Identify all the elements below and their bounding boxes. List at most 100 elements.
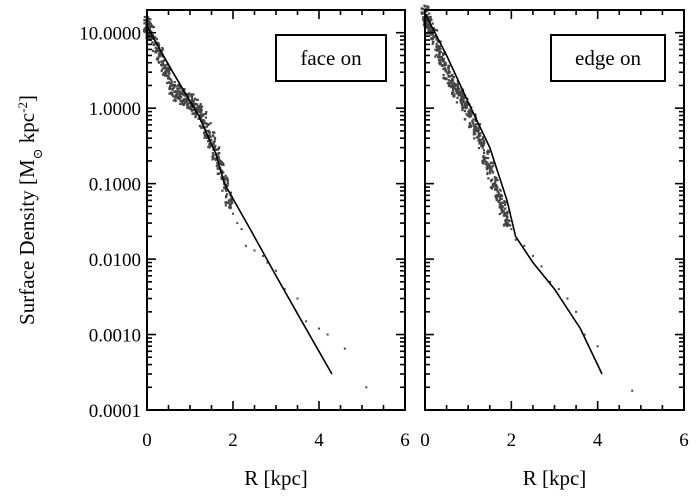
data-point xyxy=(483,141,486,145)
data-point xyxy=(193,104,196,107)
data-point xyxy=(490,169,494,172)
data-point xyxy=(426,19,429,22)
data-point xyxy=(160,60,163,63)
data-point xyxy=(147,24,150,28)
data-point xyxy=(468,113,471,116)
x-tick-label: 6 xyxy=(400,430,410,451)
data-point xyxy=(497,199,500,202)
data-point xyxy=(467,110,470,113)
data-point xyxy=(475,136,479,139)
data-point xyxy=(434,28,437,32)
data-point xyxy=(204,112,208,115)
data-point xyxy=(208,131,212,134)
data-point xyxy=(435,53,438,57)
data-point xyxy=(489,161,493,164)
data-point xyxy=(469,125,473,128)
data-point xyxy=(432,27,436,30)
data-point xyxy=(190,93,193,96)
x-axis-title: R [kpc] xyxy=(523,466,587,490)
data-point xyxy=(444,68,447,71)
data-point xyxy=(427,6,430,9)
data-point xyxy=(205,110,208,114)
data-point xyxy=(192,93,195,96)
data-point xyxy=(226,176,229,179)
data-point xyxy=(183,101,186,104)
data-point xyxy=(443,63,446,66)
data-point xyxy=(224,186,227,190)
y-tick-label: 10.0000 xyxy=(79,24,141,45)
data-point xyxy=(175,93,178,97)
data-point xyxy=(464,117,467,121)
data-point xyxy=(429,18,432,21)
data-point xyxy=(224,204,227,207)
data-point xyxy=(481,160,484,163)
data-point xyxy=(424,23,428,26)
data-point xyxy=(426,5,429,8)
data-point xyxy=(162,73,165,76)
data-point xyxy=(172,99,175,102)
data-point xyxy=(253,249,256,252)
data-point xyxy=(171,88,174,91)
data-point xyxy=(435,45,438,48)
data-point xyxy=(451,80,454,83)
data-point xyxy=(496,195,500,198)
data-point xyxy=(422,18,425,21)
data-point xyxy=(190,95,193,98)
data-point xyxy=(182,103,185,106)
data-point xyxy=(164,70,167,73)
data-point xyxy=(469,124,473,127)
data-point xyxy=(218,172,221,175)
data-point xyxy=(458,87,461,90)
data-point xyxy=(472,118,475,121)
data-point xyxy=(428,12,431,15)
data-point xyxy=(174,99,177,102)
data-point xyxy=(169,85,172,88)
data-point xyxy=(506,221,509,225)
data-point xyxy=(496,193,499,197)
data-point xyxy=(465,112,468,116)
data-point xyxy=(438,58,441,61)
panel-face-on: 0.0001 0.0010 0.0100 0.1000 1.0000 10.0000 0 2… xyxy=(15,9,410,490)
data-point xyxy=(477,126,480,129)
data-point xyxy=(470,114,473,118)
data-point xyxy=(186,103,190,106)
data-point xyxy=(490,166,493,169)
data-point xyxy=(494,185,497,188)
data-point xyxy=(455,89,458,92)
data-point xyxy=(472,131,476,134)
data-point xyxy=(213,140,216,143)
data-point xyxy=(172,86,175,89)
data-point xyxy=(157,56,160,59)
data-point xyxy=(158,61,161,64)
data-point xyxy=(596,345,599,348)
data-point xyxy=(143,15,146,19)
data-point xyxy=(453,93,456,96)
data-point xyxy=(168,77,171,81)
data-point xyxy=(166,81,169,85)
data-point xyxy=(445,77,448,81)
data-point xyxy=(209,122,212,125)
x-tick-labels: 0 2 4 6 xyxy=(420,430,689,451)
data-point xyxy=(448,64,451,68)
data-point xyxy=(176,93,179,96)
data-point xyxy=(215,164,218,167)
data-point xyxy=(454,87,457,90)
data-point xyxy=(151,41,154,44)
data-point xyxy=(200,105,204,108)
data-point xyxy=(503,201,506,204)
data-point xyxy=(488,166,491,170)
data-point xyxy=(212,154,215,157)
data-point xyxy=(540,265,543,268)
data-point xyxy=(487,156,490,160)
y-tick-label: 0.0001 xyxy=(89,401,141,422)
data-point xyxy=(461,95,464,98)
data-point xyxy=(474,127,477,130)
data-point xyxy=(154,51,157,54)
data-point xyxy=(456,83,459,86)
data-point xyxy=(420,11,423,14)
data-point xyxy=(165,67,168,71)
data-point xyxy=(185,101,188,104)
data-point xyxy=(501,201,504,204)
data-point xyxy=(214,158,217,162)
data-point xyxy=(451,84,454,87)
